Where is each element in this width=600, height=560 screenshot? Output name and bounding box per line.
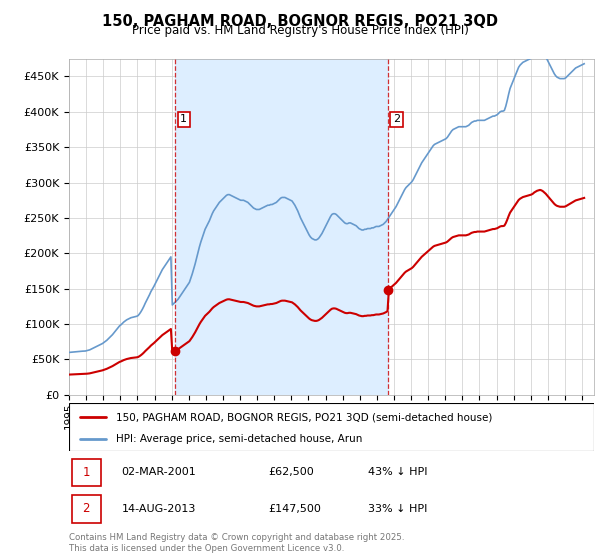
Text: 02-MAR-2001: 02-MAR-2001 <box>121 468 196 478</box>
Text: Price paid vs. HM Land Registry's House Price Index (HPI): Price paid vs. HM Land Registry's House … <box>131 24 469 37</box>
Text: 1: 1 <box>82 466 90 479</box>
FancyBboxPatch shape <box>71 459 101 486</box>
Text: 1: 1 <box>180 114 187 124</box>
Text: Contains HM Land Registry data © Crown copyright and database right 2025.
This d: Contains HM Land Registry data © Crown c… <box>69 533 404 553</box>
Text: 150, PAGHAM ROAD, BOGNOR REGIS, PO21 3QD: 150, PAGHAM ROAD, BOGNOR REGIS, PO21 3QD <box>102 14 498 29</box>
Text: £147,500: £147,500 <box>269 504 322 514</box>
FancyBboxPatch shape <box>71 495 101 522</box>
Text: HPI: Average price, semi-detached house, Arun: HPI: Average price, semi-detached house,… <box>116 434 362 444</box>
Text: 150, PAGHAM ROAD, BOGNOR REGIS, PO21 3QD (semi-detached house): 150, PAGHAM ROAD, BOGNOR REGIS, PO21 3QD… <box>116 413 493 422</box>
FancyBboxPatch shape <box>69 403 594 451</box>
Text: 2: 2 <box>82 502 90 515</box>
Bar <box>175 59 388 395</box>
Text: £62,500: £62,500 <box>269 468 314 478</box>
Text: 33% ↓ HPI: 33% ↓ HPI <box>368 504 428 514</box>
Text: 2: 2 <box>392 114 400 124</box>
Text: 43% ↓ HPI: 43% ↓ HPI <box>368 468 428 478</box>
Text: 14-AUG-2013: 14-AUG-2013 <box>121 504 196 514</box>
